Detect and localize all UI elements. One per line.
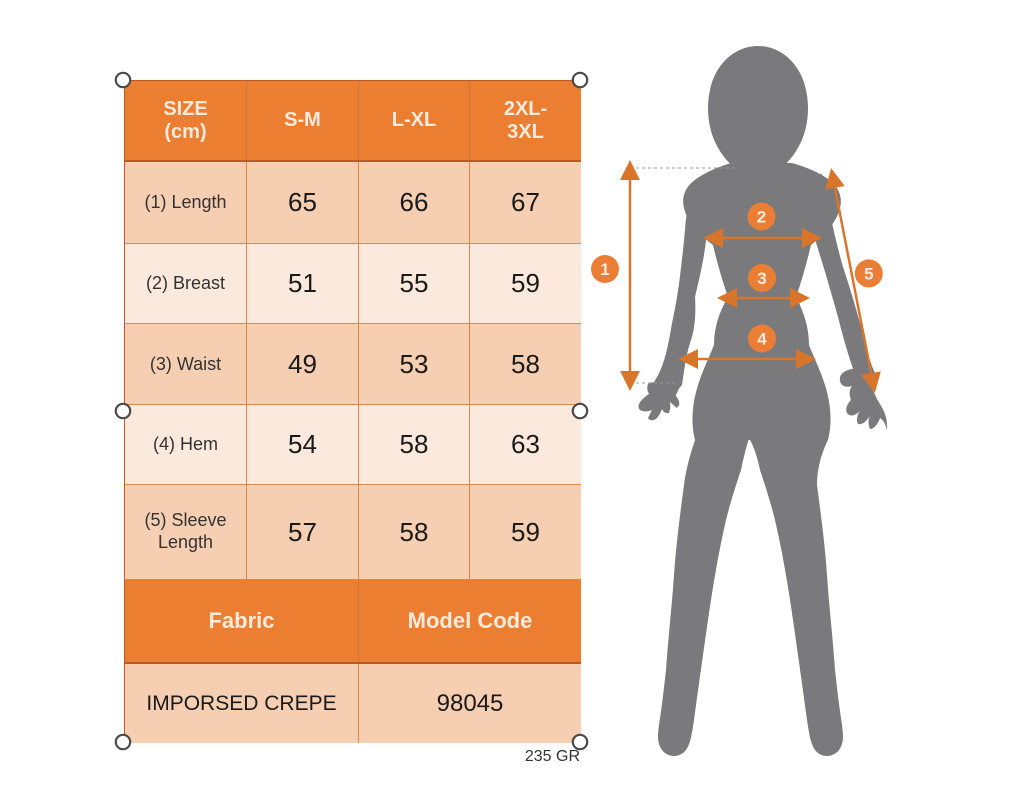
- svg-text:2: 2: [757, 208, 766, 227]
- svg-text:5: 5: [864, 264, 873, 283]
- svg-text:1: 1: [600, 260, 609, 279]
- svg-text:3: 3: [757, 269, 766, 288]
- svg-text:4: 4: [757, 330, 767, 349]
